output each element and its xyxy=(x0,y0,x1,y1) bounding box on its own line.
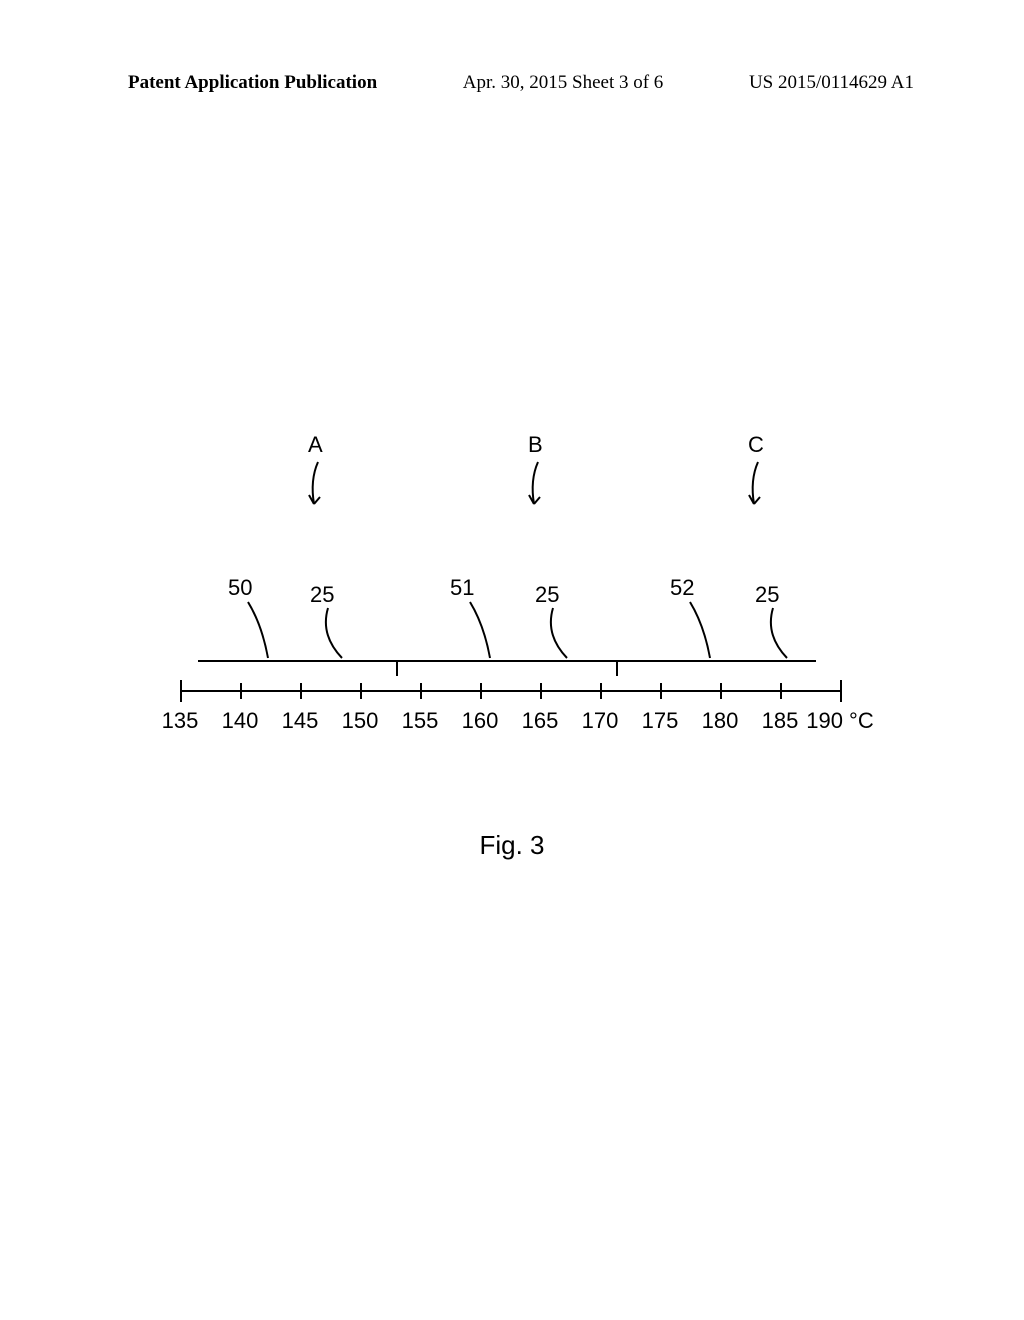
page-header: Patent Application Publication Apr. 30, … xyxy=(0,72,1024,94)
segment-tick-2 xyxy=(616,660,618,676)
axis-tick xyxy=(360,683,362,699)
axis-label: 160 xyxy=(462,708,499,734)
axis-line xyxy=(180,690,840,692)
axis-label: 150 xyxy=(342,708,379,734)
segment-line xyxy=(198,660,816,662)
axis-label: 165 xyxy=(522,708,559,734)
axis-label: 180 xyxy=(702,708,739,734)
axis-tick xyxy=(540,683,542,699)
axis-label: 185 xyxy=(762,708,799,734)
axis-label: 170 xyxy=(582,708,619,734)
axis-tick xyxy=(660,683,662,699)
arrow-b-label: B xyxy=(528,432,543,458)
figure-area: A B C 50 25 51 25 52 25 xyxy=(170,490,860,750)
axis-label: 175 xyxy=(642,708,679,734)
figure-caption: Fig. 3 xyxy=(0,830,1024,861)
segment-tick-1 xyxy=(396,660,398,676)
axis-tick xyxy=(420,683,422,699)
axis-tick xyxy=(240,683,242,699)
header-left: Patent Application Publication xyxy=(128,72,377,94)
header-right: US 2015/0114629 A1 xyxy=(749,72,914,94)
axis-label: 135 xyxy=(162,708,199,734)
axis-tick xyxy=(720,683,722,699)
axis-label: 145 xyxy=(282,708,319,734)
arrow-c-label: C xyxy=(748,432,764,458)
header-center: Apr. 30, 2015 Sheet 3 of 6 xyxy=(463,72,664,94)
axis-label: 140 xyxy=(222,708,259,734)
axis-label: 155 xyxy=(402,708,439,734)
axis-tick xyxy=(480,683,482,699)
arrow-a-label: A xyxy=(308,432,323,458)
axis-label: 190 °C xyxy=(806,708,874,734)
axis-tick xyxy=(780,683,782,699)
axis-tick xyxy=(600,683,602,699)
axis-tick xyxy=(300,683,302,699)
axis-tick xyxy=(180,680,182,702)
axis-tick xyxy=(840,680,842,702)
